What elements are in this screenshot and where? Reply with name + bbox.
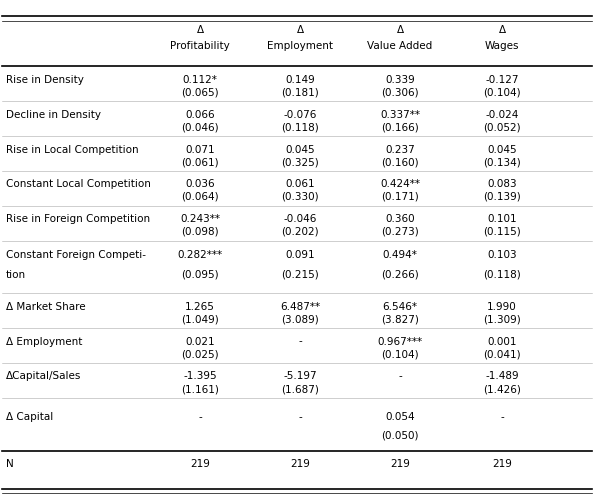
Text: 0.237: 0.237	[385, 144, 415, 154]
Text: Profitability: Profitability	[170, 41, 230, 51]
Text: 0.071: 0.071	[185, 144, 215, 154]
Text: (0.041): (0.041)	[483, 349, 521, 359]
Text: Constant Local Competition: Constant Local Competition	[6, 180, 151, 190]
Text: (0.171): (0.171)	[381, 192, 419, 202]
Text: -: -	[198, 412, 202, 422]
Text: (0.330): (0.330)	[281, 192, 319, 202]
Text: -: -	[298, 336, 302, 346]
Text: (1.049): (1.049)	[181, 314, 219, 324]
Text: (0.139): (0.139)	[483, 192, 521, 202]
Text: (0.025): (0.025)	[181, 349, 219, 359]
Text: 0.001: 0.001	[487, 336, 517, 346]
Text: Δ: Δ	[296, 25, 304, 35]
Text: 0.083: 0.083	[487, 180, 517, 190]
Text: Δ Capital: Δ Capital	[6, 412, 53, 422]
Text: (0.115): (0.115)	[483, 227, 521, 237]
Text: 0.360: 0.360	[385, 214, 415, 224]
Text: 219: 219	[390, 459, 410, 469]
Text: 0.036: 0.036	[185, 180, 215, 190]
Text: (1.309): (1.309)	[483, 314, 521, 324]
Text: (0.266): (0.266)	[381, 270, 419, 280]
Text: (0.166): (0.166)	[381, 122, 419, 132]
Text: -5.197: -5.197	[283, 372, 317, 382]
Text: (0.104): (0.104)	[381, 349, 419, 359]
Text: 0.061: 0.061	[285, 180, 315, 190]
Text: (0.273): (0.273)	[381, 227, 419, 237]
Text: 0.243**: 0.243**	[180, 214, 220, 224]
Text: 0.967***: 0.967***	[377, 336, 422, 346]
Text: Δ Market Share: Δ Market Share	[6, 302, 86, 312]
Text: 219: 219	[290, 459, 310, 469]
Text: Rise in Local Competition: Rise in Local Competition	[6, 144, 138, 154]
Text: -0.024: -0.024	[485, 110, 519, 120]
Text: (0.160): (0.160)	[381, 157, 419, 167]
Text: tion: tion	[6, 270, 26, 280]
Text: 0.337**: 0.337**	[380, 110, 420, 120]
Text: (0.134): (0.134)	[483, 157, 521, 167]
Text: Decline in Density: Decline in Density	[6, 110, 101, 120]
Text: Constant Foreign Competi-: Constant Foreign Competi-	[6, 250, 146, 260]
Text: (0.046): (0.046)	[181, 122, 219, 132]
Text: -0.046: -0.046	[283, 214, 317, 224]
Text: (1.687): (1.687)	[281, 384, 319, 394]
Text: Employment: Employment	[267, 41, 333, 51]
Text: 0.101: 0.101	[487, 214, 517, 224]
Text: -0.076: -0.076	[283, 110, 317, 120]
Text: ΔCapital/Sales: ΔCapital/Sales	[6, 372, 81, 382]
Text: Δ: Δ	[197, 25, 204, 35]
Text: (0.052): (0.052)	[483, 122, 521, 132]
Text: (0.202): (0.202)	[281, 227, 319, 237]
Text: -0.127: -0.127	[485, 74, 519, 85]
Text: 0.149: 0.149	[285, 74, 315, 85]
Text: Δ: Δ	[498, 25, 505, 35]
Text: (0.095): (0.095)	[181, 270, 219, 280]
Text: Wages: Wages	[485, 41, 519, 51]
Text: -: -	[298, 412, 302, 422]
Text: 0.091: 0.091	[285, 250, 315, 260]
Text: 0.494*: 0.494*	[383, 250, 418, 260]
Text: 6.546*: 6.546*	[383, 302, 418, 312]
Text: (0.065): (0.065)	[181, 87, 219, 97]
Text: Δ: Δ	[396, 25, 403, 35]
Text: 0.066: 0.066	[185, 110, 215, 120]
Text: 0.112*: 0.112*	[182, 74, 217, 85]
Text: Rise in Foreign Competition: Rise in Foreign Competition	[6, 214, 150, 224]
Text: (0.050): (0.050)	[381, 431, 419, 441]
Text: N: N	[6, 459, 14, 469]
Text: (0.215): (0.215)	[281, 270, 319, 280]
Text: (0.104): (0.104)	[483, 87, 521, 97]
Text: 1.265: 1.265	[185, 302, 215, 312]
Text: (0.064): (0.064)	[181, 192, 219, 202]
Text: 0.103: 0.103	[487, 250, 517, 260]
Text: 1.990: 1.990	[487, 302, 517, 312]
Text: (0.061): (0.061)	[181, 157, 219, 167]
Text: 0.054: 0.054	[385, 412, 415, 422]
Text: (1.161): (1.161)	[181, 384, 219, 394]
Text: -1.489: -1.489	[485, 372, 519, 382]
Text: 0.339: 0.339	[385, 74, 415, 85]
Text: (0.325): (0.325)	[281, 157, 319, 167]
Text: 219: 219	[492, 459, 512, 469]
Text: Rise in Density: Rise in Density	[6, 74, 84, 85]
Text: 6.487**: 6.487**	[280, 302, 320, 312]
Text: (0.118): (0.118)	[483, 270, 521, 280]
Text: 0.282***: 0.282***	[178, 250, 223, 260]
Text: -: -	[500, 412, 504, 422]
Text: 0.045: 0.045	[487, 144, 517, 154]
Text: 0.424**: 0.424**	[380, 180, 420, 190]
Text: (1.426): (1.426)	[483, 384, 521, 394]
Text: Δ Employment: Δ Employment	[6, 336, 83, 346]
Text: -1.395: -1.395	[183, 372, 217, 382]
Text: (3.827): (3.827)	[381, 314, 419, 324]
Text: (0.098): (0.098)	[181, 227, 219, 237]
Text: -: -	[398, 372, 402, 382]
Text: 0.045: 0.045	[285, 144, 315, 154]
Text: 0.021: 0.021	[185, 336, 215, 346]
Text: 219: 219	[190, 459, 210, 469]
Text: (0.306): (0.306)	[381, 87, 419, 97]
Text: (3.089): (3.089)	[281, 314, 319, 324]
Text: (0.181): (0.181)	[281, 87, 319, 97]
Text: Value Added: Value Added	[367, 41, 432, 51]
Text: (0.118): (0.118)	[281, 122, 319, 132]
